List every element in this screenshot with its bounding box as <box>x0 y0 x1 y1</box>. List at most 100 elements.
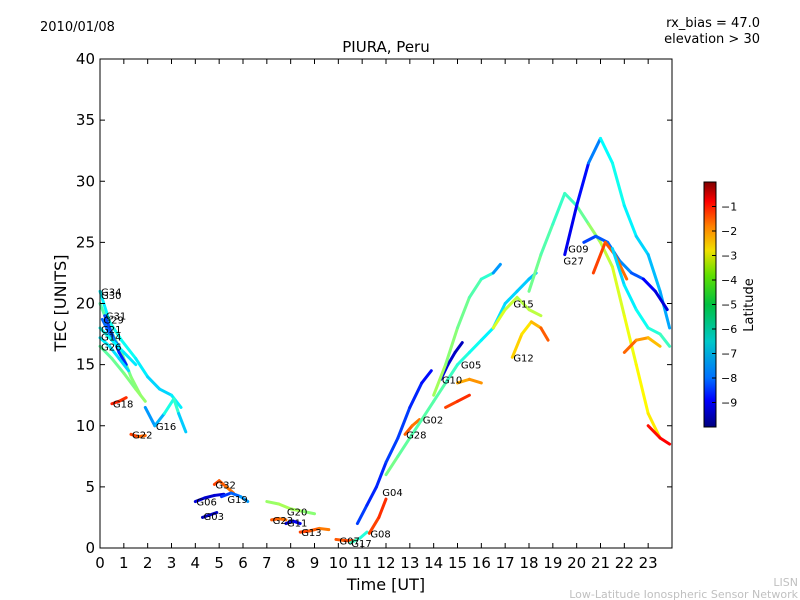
trace-segment-g04-4 <box>396 405 412 440</box>
trace-segment-g26-1 <box>110 357 126 375</box>
trace-segment-g28-1 <box>410 418 421 428</box>
trace-segment-g04-5 <box>408 381 424 409</box>
trace-segment-g04-0 <box>355 503 369 526</box>
trace-segment-g23-1 <box>277 517 288 522</box>
trace-segment-g27-8 <box>622 314 638 367</box>
trace-segment-g21-0 <box>98 326 114 342</box>
trace-segment-g34-5 <box>158 387 173 397</box>
trace-segment-g09d-0 <box>622 338 638 354</box>
trace-segment-g02-4 <box>432 381 448 403</box>
satellite-label-g14: G14 <box>101 333 121 344</box>
colorbar-tick-label: −5 <box>721 299 737 312</box>
colorbar-tick-label: −7 <box>721 348 737 361</box>
satellite-label-g03: G03 <box>203 512 223 523</box>
rx-bias-label: rx_bias = 47.0 <box>666 16 760 31</box>
trace-segment-g10-1 <box>446 350 457 367</box>
x-tick-label: 18 <box>519 554 538 572</box>
trace-segment-g09b-0 <box>582 234 598 244</box>
trace-segment-g09e-0 <box>646 424 662 440</box>
y-tick-label: 5 <box>85 478 95 496</box>
trace-segment-g05-2 <box>456 295 471 330</box>
x-tick-label: 7 <box>262 554 272 572</box>
trace-segment-g31-0 <box>103 314 114 336</box>
trace-segment-g09-6 <box>634 234 650 257</box>
plot-frame <box>99 58 673 549</box>
trace-segment-g09e-1 <box>658 436 672 446</box>
trace-segment-g16-3 <box>172 397 181 416</box>
trace-segment-g02b-4 <box>658 332 672 348</box>
trace-segment-g27-1 <box>539 222 555 257</box>
trace-segment-g02-11 <box>515 277 531 293</box>
satellite-label-g16: G16 <box>156 422 176 433</box>
satellite-label-g02: G02 <box>423 416 443 427</box>
trace-segment-g14-1 <box>108 344 121 361</box>
x-tick-label: 13 <box>400 554 419 572</box>
x-axis: 0 1 2 3 4 5 6 7 8 9 10 11 12 13 14 15 16 17 18 19 20 21 22 23 <box>95 59 658 572</box>
satellite-label-g07: G07 <box>339 537 359 548</box>
trace-segment-g16-2 <box>162 397 176 416</box>
trace-segment-g09d-2 <box>646 336 662 348</box>
colorbar-tick-label: −6 <box>721 323 737 336</box>
x-tick-label: 16 <box>472 554 491 572</box>
trace-segment-g02b-0 <box>610 246 626 287</box>
trace-segment-g05c-0 <box>444 399 459 409</box>
trace-segment-g14-2 <box>117 357 131 373</box>
trace-segment-g21-2 <box>122 350 138 367</box>
satellite-label-g04: G04 <box>382 488 402 499</box>
trace-segment-g05-1 <box>444 326 459 367</box>
satellite-label-g19: G19 <box>227 495 247 506</box>
trace-segment-g17-1 <box>358 530 369 540</box>
footer-lisn: LISN <box>773 576 798 589</box>
trace-segment-g02b-1 <box>622 283 638 312</box>
satellite-label-g12: G12 <box>513 353 533 364</box>
trace-segment-g09-2 <box>587 136 602 165</box>
satellite-label-g18: G18 <box>113 400 133 411</box>
trace-segment-g07-0 <box>334 537 347 543</box>
trace-segment-g04-1 <box>365 485 378 507</box>
trace-segment-g09-5 <box>622 204 638 238</box>
colorbar-label: Latitude <box>742 278 757 332</box>
trace-segment-g34-1 <box>108 320 123 342</box>
elevation-label: elevation > 30 <box>664 32 760 47</box>
x-tick-label: 17 <box>496 554 515 572</box>
y-tick-label: 35 <box>76 111 95 129</box>
colorbar-tick-label: −4 <box>721 274 737 287</box>
satellite-label-g26: G26 <box>101 342 121 353</box>
trace-segment-g09-4 <box>610 161 626 208</box>
trace-segment-g34-0 <box>98 289 112 324</box>
trace-segment-g02b-2 <box>634 308 650 330</box>
satellite-label-g28: G28 <box>406 430 426 441</box>
x-tick-label: 0 <box>95 554 105 572</box>
x-tick-label: 22 <box>615 554 634 572</box>
satellite-label-g29: G29 <box>103 315 123 326</box>
trace-segment-g19-2 <box>239 495 250 504</box>
satellite-label-g13: G13 <box>301 528 321 539</box>
y-tick-label: 40 <box>76 50 95 68</box>
trace-segment-g27-2 <box>551 191 567 226</box>
trace-segment-g31-2 <box>117 350 128 367</box>
colorbar-tick-label: −9 <box>721 397 737 410</box>
trace-segment-g09b-5 <box>641 277 657 293</box>
x-tick-label: 11 <box>353 554 372 572</box>
satellite-label-g30: G30 <box>101 291 121 302</box>
x-tick-label: 9 <box>310 554 320 572</box>
trace-segment-g02-3 <box>420 399 436 422</box>
trace-segment-g08-0 <box>367 515 381 535</box>
trace-segment-g12-3 <box>539 326 550 342</box>
y-tick-label: 20 <box>76 295 95 313</box>
satellite-label-g09: G09 <box>568 244 588 255</box>
x-tick-label: 5 <box>214 554 224 572</box>
trace-segment-g02-0 <box>384 454 400 477</box>
trace-segment-g34-3 <box>134 357 150 379</box>
satellite-label-g27: G27 <box>563 257 583 268</box>
trace-segment-g04-3 <box>384 436 400 464</box>
trace-segment-g02-1 <box>396 436 412 458</box>
trace-segment-g20-2 <box>289 507 305 513</box>
trace-segment-g27-4 <box>575 204 591 226</box>
x-tick-label: 12 <box>376 554 395 572</box>
y-tick-label: 10 <box>76 417 95 435</box>
trace-segment-g12-0 <box>510 332 524 359</box>
trace-segment-g21-1 <box>110 338 126 354</box>
trace-segment-g15-0 <box>491 308 507 330</box>
